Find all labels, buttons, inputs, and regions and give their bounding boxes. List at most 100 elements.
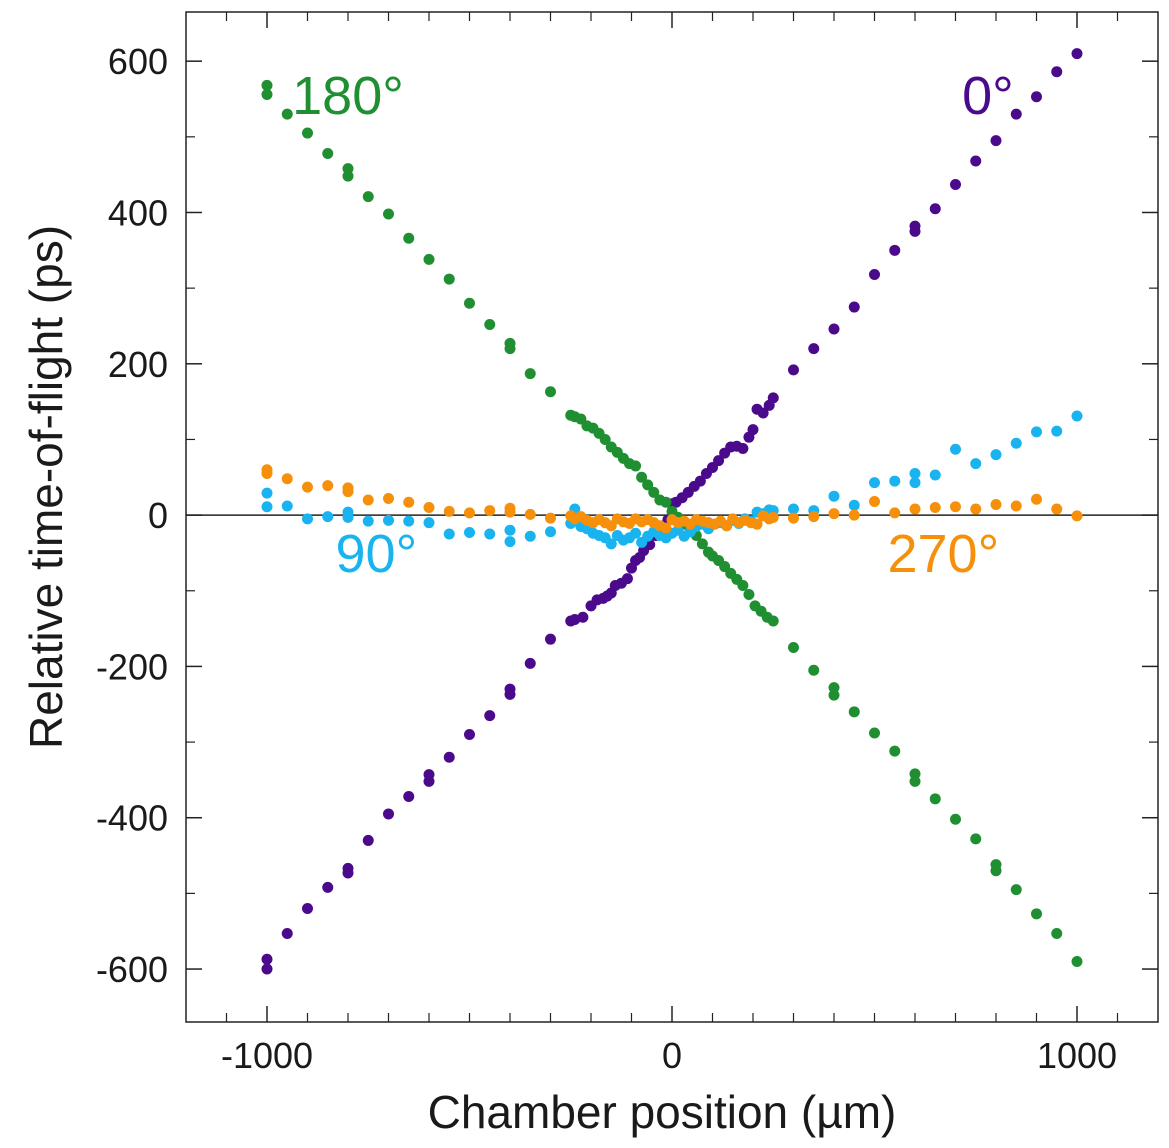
- data-point: [889, 475, 901, 487]
- data-point: [484, 505, 496, 517]
- data-point: [443, 751, 455, 763]
- data-point: [950, 443, 961, 455]
- data-point: [828, 508, 840, 520]
- data-point: [788, 512, 799, 524]
- data-point: [577, 611, 589, 623]
- data-point: [660, 522, 672, 534]
- y-tick-label: -200: [96, 646, 168, 687]
- series-labels-group: 180° 0° 90° 270°: [292, 66, 1014, 584]
- data-point: [403, 515, 415, 527]
- ticks-group: [186, 12, 1158, 1022]
- data-point: [767, 615, 779, 627]
- data-point: [281, 927, 293, 939]
- data-point: [302, 513, 313, 525]
- data-point: [362, 834, 374, 846]
- y-tick-label: 600: [108, 41, 168, 82]
- data-point: [1051, 503, 1063, 515]
- data-point: [648, 486, 660, 498]
- y-tick-label: 200: [108, 344, 168, 385]
- data-point: [1051, 66, 1063, 78]
- data-point: [869, 495, 880, 507]
- data-point: [423, 769, 435, 781]
- data-point: [322, 881, 334, 893]
- data-point: [342, 511, 354, 523]
- y-tick-label: 400: [108, 192, 168, 233]
- data-point: [261, 79, 273, 91]
- data-point: [909, 220, 921, 232]
- data-point: [362, 494, 374, 506]
- data-point: [261, 467, 273, 479]
- data-point: [504, 683, 516, 695]
- data-point: [694, 475, 706, 487]
- data-point: [322, 511, 334, 523]
- data-point: [909, 503, 921, 515]
- data-point: [889, 507, 901, 519]
- series-label: 0°: [962, 66, 1014, 126]
- data-point: [1031, 908, 1042, 920]
- x-tick-label: 0: [662, 1035, 682, 1076]
- data-point: [443, 528, 455, 540]
- data-point: [524, 508, 536, 520]
- data-point: [950, 501, 961, 513]
- data-point: [281, 500, 293, 512]
- data-point: [464, 527, 475, 539]
- data-point: [261, 487, 273, 499]
- data-point: [869, 477, 880, 489]
- data-point: [261, 953, 273, 965]
- data-point: [1010, 108, 1022, 120]
- data-point: [1071, 955, 1083, 967]
- data-point: [751, 518, 763, 530]
- x-tick-label: -1000: [221, 1035, 313, 1076]
- data-point: [909, 467, 921, 479]
- data-point: [869, 727, 880, 739]
- data-point: [1031, 91, 1042, 103]
- data-point: [1031, 426, 1042, 438]
- data-point: [909, 775, 921, 787]
- data-point: [767, 511, 779, 523]
- data-point: [443, 273, 455, 285]
- data-point: [545, 512, 556, 524]
- data-point: [889, 244, 901, 256]
- data-point: [524, 368, 536, 380]
- data-point: [1010, 437, 1022, 449]
- series-1-points: [261, 79, 1083, 967]
- data-point: [828, 323, 840, 335]
- data-point: [1071, 48, 1083, 60]
- data-point: [403, 791, 415, 803]
- data-point: [423, 517, 435, 529]
- data-point: [848, 706, 860, 718]
- data-point: [362, 515, 374, 527]
- y-tick-label: 0: [148, 495, 168, 536]
- data-point: [788, 503, 799, 515]
- data-point: [605, 538, 617, 550]
- data-point: [869, 269, 880, 281]
- data-point: [524, 657, 536, 669]
- series-label: 180°: [292, 66, 404, 126]
- y-axis-title: Relative time-of-flight (ps): [20, 225, 72, 749]
- data-point: [281, 473, 293, 485]
- data-point: [848, 509, 860, 521]
- data-point: [484, 710, 496, 722]
- data-point: [504, 524, 516, 536]
- data-point: [808, 664, 820, 676]
- data-point: [302, 481, 313, 493]
- data-point: [889, 745, 901, 757]
- data-point: [828, 689, 840, 701]
- data-point: [464, 507, 475, 519]
- data-point: [322, 147, 334, 159]
- data-point: [630, 460, 642, 472]
- data-point: [757, 407, 769, 419]
- data-point: [484, 318, 496, 330]
- data-point: [970, 155, 982, 167]
- data-point: [261, 963, 273, 975]
- data-point: [743, 589, 755, 601]
- data-point: [808, 511, 820, 523]
- data-point: [909, 477, 921, 489]
- y-tick-label: -400: [96, 798, 168, 839]
- data-point: [599, 433, 611, 445]
- data-point: [281, 108, 293, 120]
- data-point: [322, 480, 334, 492]
- data-point: [767, 392, 779, 404]
- data-point: [713, 455, 725, 467]
